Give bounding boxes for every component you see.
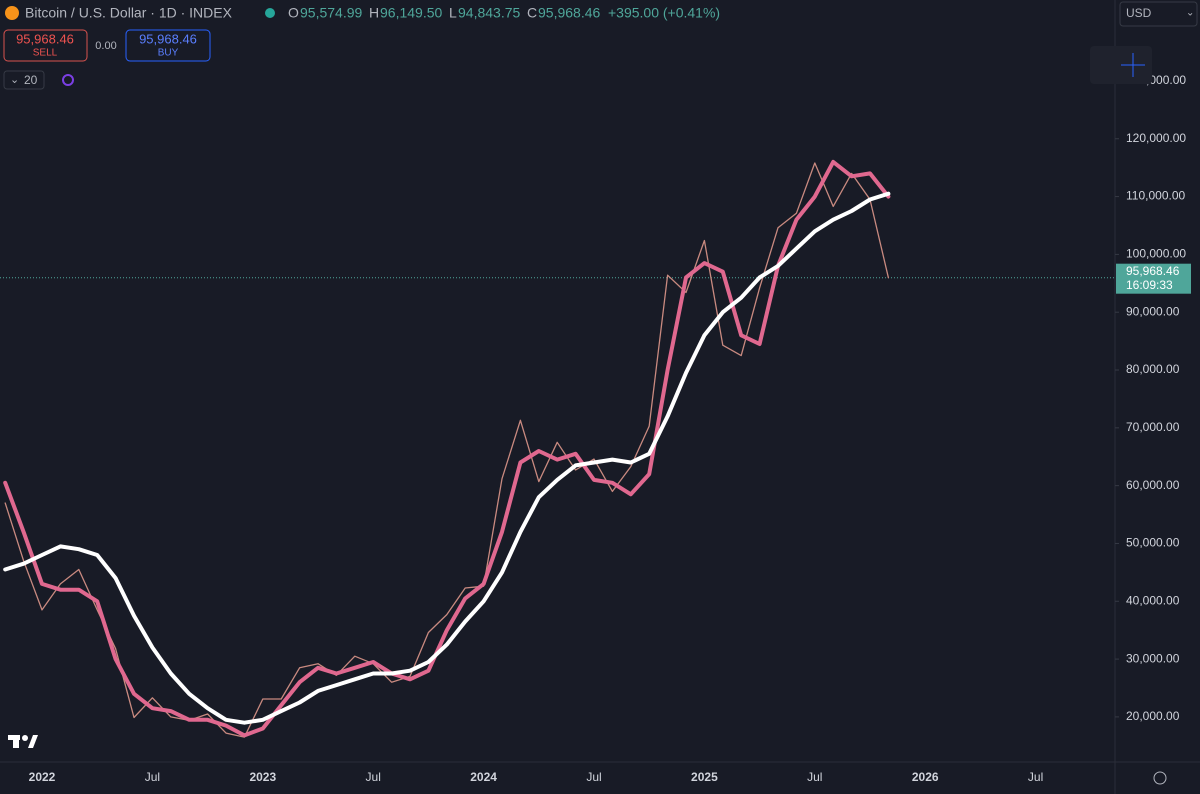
logo-part <box>13 735 19 748</box>
x-tick-label: Jul <box>366 770 381 784</box>
currency-label[interactable]: USD <box>1126 6 1152 20</box>
buy-price[interactable]: 95,968.46 <box>139 31 197 46</box>
sell-button[interactable]: 95,968.46 SELL <box>3 29 88 62</box>
series-line <box>3 191 891 725</box>
ohlc-label: H <box>369 5 379 21</box>
y-tick-label: 60,000.00 <box>1126 478 1180 492</box>
plot: 20,000.00 30,000.00 40,000.00 50,000.00 60,0… <box>0 73 1186 784</box>
x-tick-label: Jul <box>807 770 822 784</box>
logo-part <box>22 735 28 741</box>
y-tick-label: 110,000.00 <box>1126 189 1185 203</box>
status-dot <box>265 8 275 18</box>
dropdown-caret: ⌄ <box>1186 8 1194 19</box>
y-tick-label: 80,000.00 <box>1126 362 1180 376</box>
indicator-caret: ⌄ <box>10 74 19 86</box>
y-tick-label: 50,000.00 <box>1126 536 1180 550</box>
indicator-value[interactable]: 20 <box>24 73 38 87</box>
symbol-title: Bitcoin / U.S. Dollar · 1D · INDEX <box>25 5 233 21</box>
y-tick-label: 120,000.00 <box>1126 131 1186 145</box>
x-tick-label: Jul <box>145 770 160 784</box>
y-tick-label: 100,000.00 <box>1126 247 1186 261</box>
tradingview-logo <box>8 735 38 748</box>
spread: 0.00 <box>95 40 116 52</box>
series-line <box>3 159 891 738</box>
sell-price[interactable]: 95,968.46 <box>16 31 74 46</box>
y-tick-label: 70,000.00 <box>1126 420 1180 434</box>
logo-part <box>28 735 38 748</box>
ohlc-label: O <box>288 5 299 21</box>
ohlc-value: 95,968.46 <box>538 5 600 21</box>
settings-icon[interactable] <box>1153 771 1167 785</box>
sell-label[interactable]: SELL <box>33 48 58 59</box>
last-price-label: 95,968.46 <box>1126 264 1180 278</box>
x-tick-label: 2024 <box>470 770 497 784</box>
y-tick-label: 40,000.00 <box>1126 593 1180 607</box>
ohlc-label: C <box>527 5 537 21</box>
x-tick-label: 2023 <box>249 770 276 784</box>
buy-button[interactable]: 95,968.46 BUY <box>125 29 211 62</box>
x-tick-label: 2026 <box>912 770 939 784</box>
buy-label[interactable]: BUY <box>158 48 179 59</box>
ohlc-label: L <box>449 5 457 21</box>
currency-dropdown[interactable] <box>1119 1 1198 27</box>
x-tick-label: Jul <box>1028 770 1043 784</box>
sell-box[interactable] <box>3 29 88 62</box>
x-tick-label: 2025 <box>691 770 718 784</box>
last-price-time: 16:09:33 <box>1126 278 1173 292</box>
last-price-tag <box>1116 263 1191 294</box>
indicator-icon[interactable] <box>62 74 74 86</box>
y-tick-label: 30,000.00 <box>1126 651 1180 665</box>
ohlc-value: 95,574.99 <box>300 5 362 21</box>
buy-box[interactable] <box>125 29 211 62</box>
ohlc-change: +395.00 (+0.41%) <box>608 5 720 21</box>
x-tick-label: 2022 <box>29 770 56 784</box>
y-tick-label: 90,000.00 <box>1126 304 1180 318</box>
indicator-box[interactable] <box>3 70 45 90</box>
x-tick-label: Jul <box>586 770 601 784</box>
series-line <box>4 162 890 738</box>
ohlc-value: 94,843.75 <box>458 5 520 21</box>
symbol-icon <box>5 6 19 20</box>
ohlc-value: 96,149.50 <box>380 5 442 21</box>
y-tick-label: 20,000.00 <box>1126 709 1180 723</box>
